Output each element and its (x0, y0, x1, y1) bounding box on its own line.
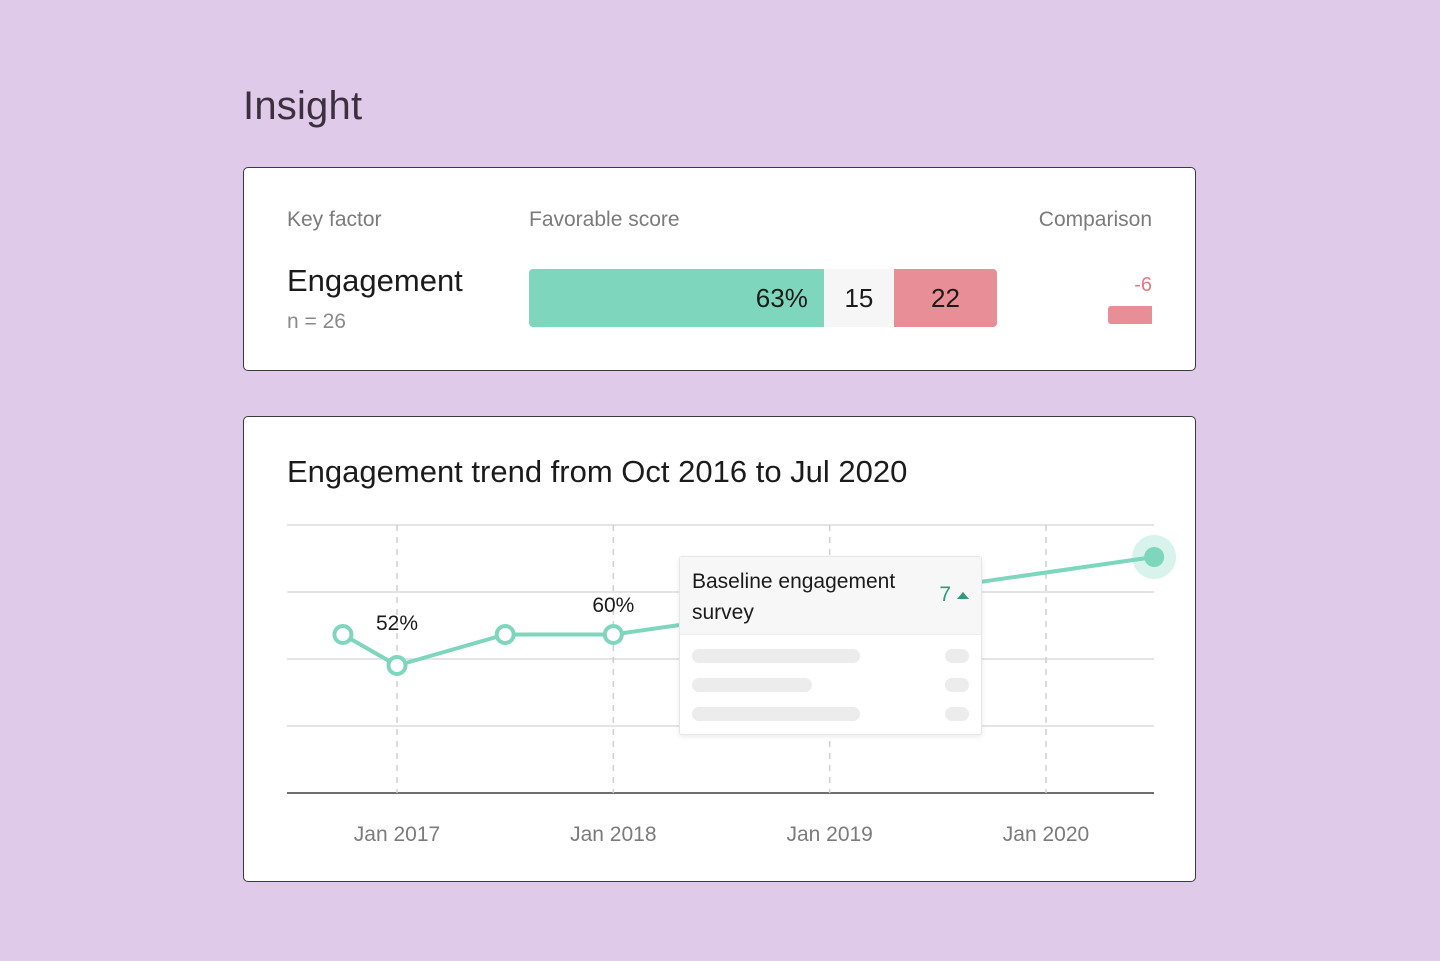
arrow-up-icon (957, 591, 969, 599)
data-point-highlighted (1144, 547, 1165, 567)
placeholder-value (945, 678, 969, 692)
data-point (332, 624, 354, 645)
key-factor-card: Key factor Favorable score Comparison En… (243, 167, 1196, 371)
neutral-segment[interactable]: 15 (823, 269, 895, 327)
data-point (494, 624, 516, 645)
page-title: Insight (243, 84, 363, 128)
x-tick-label: Jan 2017 (354, 823, 440, 846)
x-tick-label: Jan 2019 (786, 823, 872, 846)
comparison-bar (1108, 306, 1152, 324)
survey-tooltip: Baseline engagement survey 7 (679, 556, 982, 735)
comparison-header: Comparison (1038, 208, 1152, 231)
favorable-score-header: Favorable score (529, 208, 680, 231)
favorable-segment[interactable]: 63% (529, 269, 824, 327)
placeholder-value (945, 649, 969, 663)
favorable-score-bar[interactable]: 63% 15 22 (529, 269, 997, 327)
data-point (602, 624, 624, 645)
data-point (386, 655, 408, 676)
engagement-trend-chart: Jan 2017 Jan 2018 Jan 2019 Jan 2020 52% 60% (287, 524, 1177, 846)
tooltip-survey-label[interactable]: Baseline engagement survey (692, 570, 896, 624)
placeholder-line (692, 649, 860, 663)
comparison-value: -6 (1134, 274, 1152, 296)
data-label: 52% (376, 612, 418, 635)
tooltip-change: 7 (939, 581, 969, 609)
factor-sample-size: n = 26 (287, 310, 346, 333)
unfavorable-segment[interactable]: 22 (894, 269, 997, 327)
factor-name[interactable]: Engagement (287, 263, 463, 298)
x-tick-label: Jan 2018 (570, 823, 656, 846)
tooltip-change-value: 7 (939, 583, 951, 606)
tooltip-header: Baseline engagement survey 7 (680, 557, 981, 635)
placeholder-value (945, 707, 969, 721)
x-tick-label: Jan 2020 (1003, 823, 1089, 846)
placeholder-line (692, 678, 812, 692)
trend-title: Engagement trend from Oct 2016 to Jul 20… (287, 454, 908, 489)
placeholder-line (692, 707, 860, 721)
key-factor-header: Key factor (287, 208, 382, 231)
data-label: 60% (592, 594, 634, 617)
trend-card: Engagement trend from Oct 2016 to Jul 20… (243, 416, 1196, 882)
